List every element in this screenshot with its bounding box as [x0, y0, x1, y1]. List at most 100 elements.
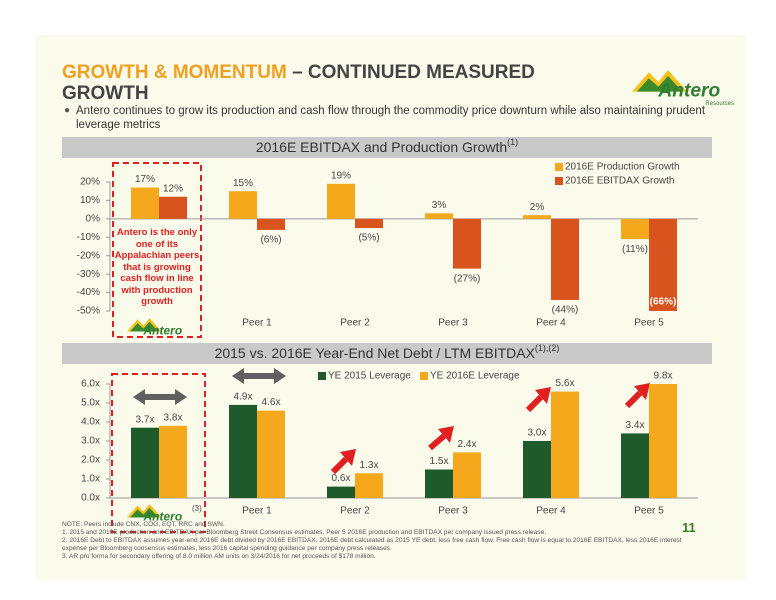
- category-note: (3): [192, 504, 202, 513]
- legend-swatch: [318, 372, 326, 380]
- bar: [355, 218, 383, 229]
- bar: [327, 183, 355, 219]
- y-tick-label: 4.0x: [81, 417, 100, 428]
- value-label: 3.8x: [164, 412, 183, 423]
- value-label: 15%: [233, 178, 253, 189]
- footnote: 2. 2016E Debt to EBITDAX assumes year-en…: [62, 537, 682, 552]
- y-tick-label: -30%: [77, 269, 100, 280]
- slide-title: GROWTH & MOMENTUM – CONTINUED MEASURED G…: [62, 62, 562, 104]
- bar: [523, 441, 551, 498]
- gray-arrow: [232, 368, 286, 384]
- chart-title-text: 2015 vs. 2016E Year-End Net Debt / LTM E…: [215, 345, 536, 361]
- bar: [159, 196, 187, 219]
- value-label: 0.6x: [332, 473, 351, 484]
- highlight-box: [112, 162, 202, 338]
- value-label: 1.3x: [360, 460, 379, 471]
- bar: [131, 427, 159, 498]
- legend-label: 2016E EBITDAX Growth: [565, 176, 675, 187]
- y-tick-label: 2.0x: [81, 455, 100, 466]
- y-tick-label: 20%: [80, 177, 100, 188]
- legend-swatch: [420, 372, 428, 380]
- value-label: (44%): [552, 305, 579, 316]
- bar: [229, 404, 257, 498]
- bar: [649, 384, 677, 498]
- bar: [159, 425, 187, 498]
- bullet-text: Antero continues to grow its production …: [76, 105, 706, 131]
- value-label: 17%: [135, 174, 155, 185]
- x-tick-label: Peer 3: [438, 506, 468, 517]
- bar: [551, 218, 579, 300]
- footnote: 1. 2015 and 2016E production and EBITDAX…: [62, 529, 547, 536]
- bars: [131, 183, 677, 311]
- chart-title-note: (1),(2): [535, 343, 560, 353]
- bar: [425, 213, 453, 219]
- footnotes: NOTE: Peers include CNX, COG, EQT, RRC a…: [62, 521, 692, 561]
- y-tick-label: -10%: [77, 232, 100, 243]
- red-arrow: [428, 426, 454, 451]
- legend-label: YE 2015 Leverage: [328, 371, 411, 382]
- page-number: 11: [682, 520, 696, 535]
- x-tick-label: Peer 2: [340, 318, 370, 329]
- bar: [621, 433, 649, 498]
- legend-swatch: [555, 177, 563, 185]
- bullet: ● Antero continues to grow its production…: [64, 105, 706, 131]
- bar: [257, 218, 285, 230]
- bar: [649, 218, 677, 311]
- legend-swatch: [555, 163, 563, 171]
- value-label: 19%: [331, 170, 351, 181]
- y-tick-label: -40%: [77, 287, 100, 298]
- y-tick-label: 5.0x: [81, 398, 100, 409]
- bar: [621, 218, 649, 240]
- value-label: 3.7x: [136, 414, 155, 425]
- value-label: 1.5x: [430, 456, 449, 467]
- value-label: 5.6x: [556, 378, 575, 389]
- logo-name: Antero: [657, 81, 720, 102]
- chart-header-band: [62, 137, 712, 158]
- value-label: (6%): [260, 235, 281, 246]
- x-tick-label: Peer 5: [634, 318, 664, 329]
- bar: [425, 469, 453, 498]
- bar: [551, 391, 579, 498]
- title-rest: – CONTINUED MEASURED GROWTH: [62, 62, 535, 104]
- bar: [131, 187, 159, 219]
- logo-name: Antero: [143, 510, 183, 524]
- y-tick-label: 10%: [80, 195, 100, 206]
- red-arrow: [525, 387, 551, 413]
- x-tick-label: Peer 1: [242, 506, 272, 517]
- legend-label: 2016E Production Growth: [565, 162, 680, 173]
- x-tick-label: Peer 4: [536, 318, 566, 329]
- x-tick-label: Peer 1: [242, 318, 272, 329]
- footnote: 3. AR pro forma for secondary offering o…: [62, 553, 376, 560]
- x-tick-label: Peer 4: [536, 506, 566, 517]
- bar: [355, 473, 383, 498]
- bar: [523, 215, 551, 219]
- logo-tagline: Resources: [705, 101, 734, 107]
- x-tick-label: Peer 5: [634, 506, 664, 517]
- logo-mountain: [130, 321, 159, 332]
- logo: Antero: [127, 318, 182, 338]
- x-tick-label: Peer 3: [438, 318, 468, 329]
- value-label: (11%): [622, 244, 648, 255]
- y-tick-label: 1.0x: [81, 474, 100, 485]
- chart-title-note: (1): [507, 137, 518, 147]
- logo-mountain: [636, 76, 683, 92]
- bar: [229, 191, 257, 219]
- value-label: (27%): [454, 273, 481, 284]
- x-tick-label: Peer 2: [340, 506, 370, 517]
- title-highlight: GROWTH & MOMENTUM: [62, 62, 287, 83]
- y-tick-label: 3.0x: [81, 436, 100, 447]
- highlight-box: [111, 373, 206, 533]
- bar: [453, 452, 481, 498]
- gray-arrow: [133, 389, 187, 405]
- footnote: NOTE: Peers include CNX, COG, EQT, RRC a…: [62, 521, 225, 528]
- logo-mountain: [130, 507, 159, 518]
- bar: [257, 410, 285, 498]
- value-label: 3.4x: [626, 420, 645, 431]
- chart-title: 2016E EBITDAX and Production Growth(1): [256, 137, 518, 154]
- value-label: 2%: [530, 202, 545, 213]
- y-tick-label: 0.0x: [81, 493, 100, 504]
- value-label: 12%: [163, 183, 183, 194]
- value-label: 3%: [432, 200, 447, 211]
